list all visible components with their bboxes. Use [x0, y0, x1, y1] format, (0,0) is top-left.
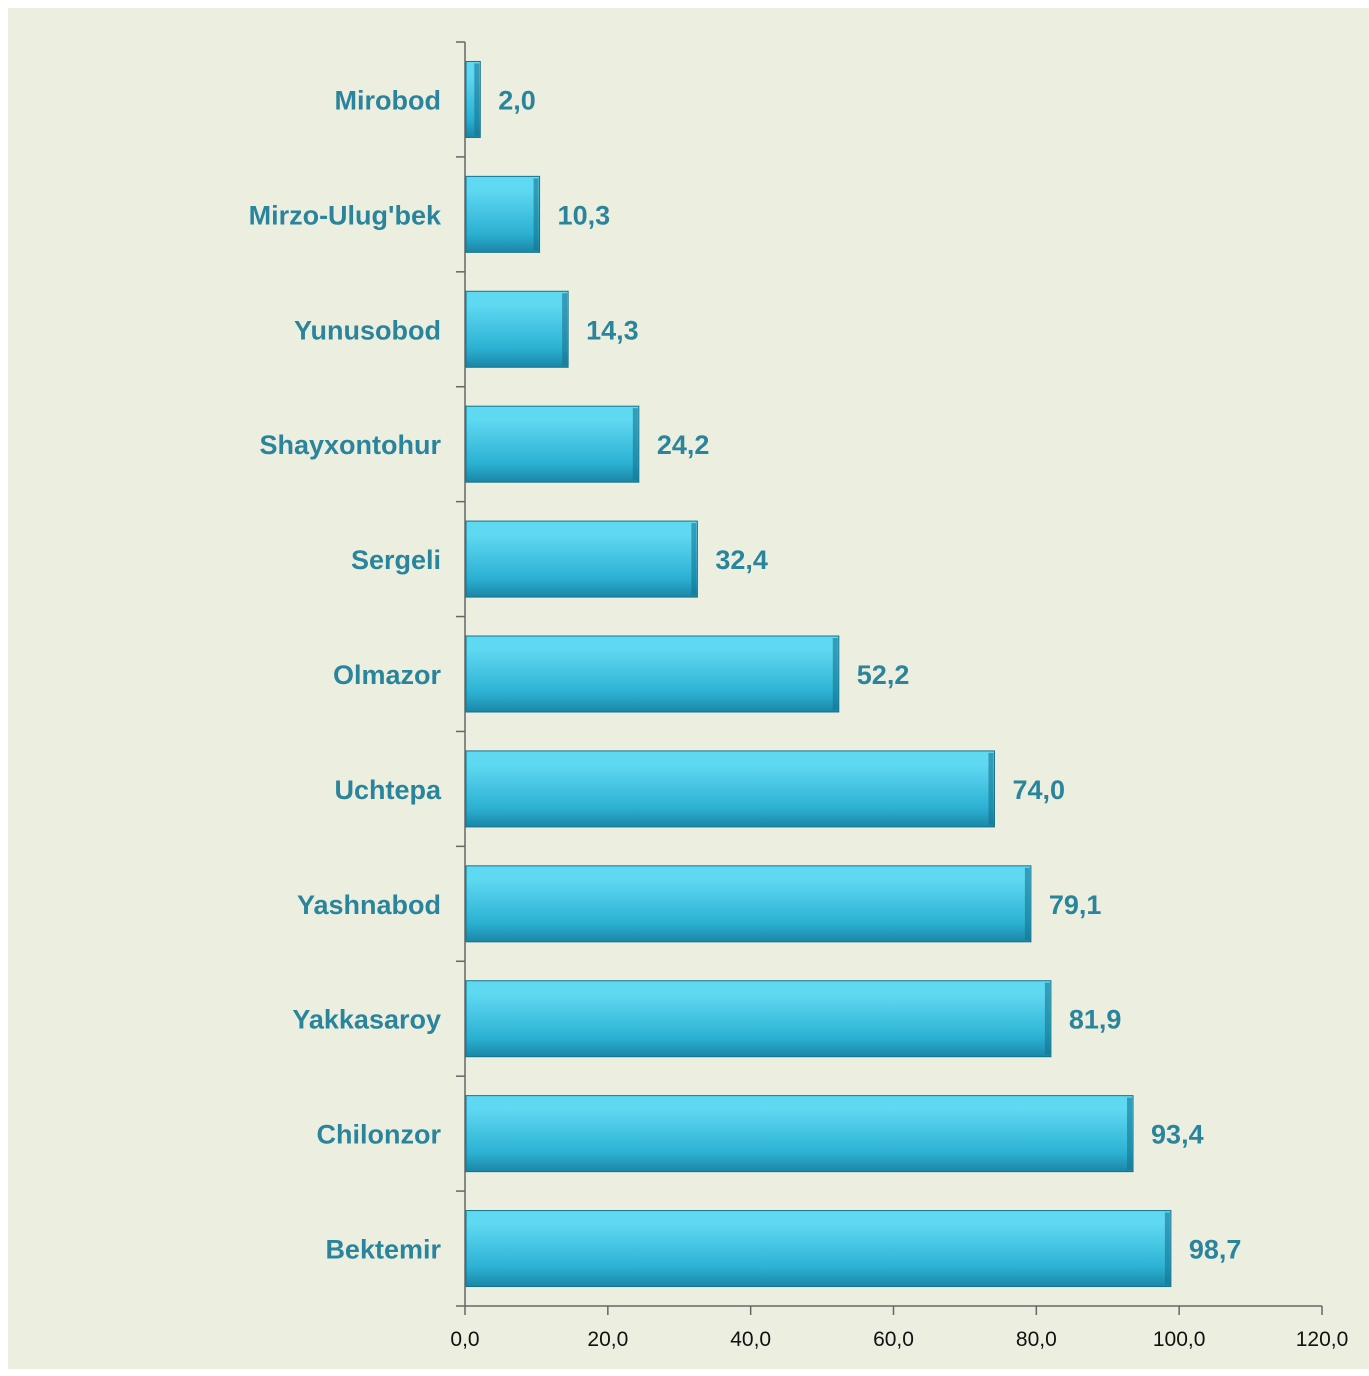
category-label: Mirzo-Ulug'bek — [249, 200, 442, 230]
bar-bevel — [988, 752, 994, 825]
x-tick-label: 0,0 — [450, 1328, 479, 1351]
category-label: Yunusobod — [294, 315, 441, 345]
category-labels: Mirobod Mirzo-Ulug'bek Yunusobod Shayxontoh… — [249, 85, 442, 1264]
x-tick-label: 80,0 — [1016, 1328, 1057, 1351]
bar-bevel — [533, 178, 539, 251]
category-label: Yakkasaroy — [292, 1005, 441, 1035]
x-tick-label: 120,0 — [1296, 1328, 1349, 1351]
category-label: Uchtepa — [334, 775, 442, 805]
bar-bevel — [1044, 982, 1050, 1055]
value-label: 2,0 — [498, 85, 536, 115]
bar — [465, 750, 995, 828]
bar — [465, 1210, 1172, 1288]
bar — [465, 520, 698, 598]
bar-bevel — [691, 523, 697, 596]
value-label: 24,2 — [657, 430, 710, 460]
category-label: Bektemir — [325, 1235, 441, 1265]
value-label: 14,3 — [586, 315, 639, 345]
value-label: 81,9 — [1069, 1005, 1122, 1035]
axes: 0,0 20,0 40,0 60,0 80,0 100,0 120,0 — [450, 41, 1349, 1351]
x-tick-label: 40,0 — [730, 1328, 771, 1351]
bars — [465, 60, 1172, 1288]
value-label: 10,3 — [558, 200, 611, 230]
bar — [465, 980, 1052, 1058]
x-tick-label: 60,0 — [873, 1328, 914, 1351]
bar — [465, 865, 1032, 943]
bar — [465, 175, 541, 253]
bar-bevel — [562, 293, 568, 366]
bar — [465, 635, 840, 713]
bar-bevel — [1024, 867, 1030, 940]
value-label: 32,4 — [715, 545, 768, 575]
category-label: Olmazor — [333, 660, 442, 690]
bar-bevel — [474, 63, 480, 136]
value-label: 74,0 — [1012, 775, 1065, 805]
x-tick-label: 100,0 — [1153, 1328, 1206, 1351]
bar-bevel — [1127, 1097, 1133, 1170]
bar — [465, 405, 640, 483]
category-label: Sergeli — [351, 545, 441, 575]
category-label: Chilonzor — [317, 1120, 442, 1150]
value-label: 79,1 — [1049, 890, 1102, 920]
category-label: Mirobod — [335, 85, 441, 115]
bar-bevel — [1164, 1212, 1170, 1285]
category-label: Yashnabod — [297, 890, 441, 920]
category-label: Shayxontohur — [259, 430, 441, 460]
value-label: 93,4 — [1151, 1120, 1204, 1150]
x-tick-label: 20,0 — [587, 1328, 628, 1351]
value-label: 52,2 — [857, 660, 910, 690]
bar — [465, 290, 569, 368]
value-labels: 2,0 10,3 14,3 24,2 32,4 52,2 74,0 79,1 81,9 93,4 9… — [498, 85, 1241, 1264]
bar-bevel — [832, 638, 838, 710]
value-label: 98,7 — [1189, 1235, 1242, 1265]
bar-bevel — [632, 408, 638, 481]
bar — [465, 1095, 1134, 1173]
